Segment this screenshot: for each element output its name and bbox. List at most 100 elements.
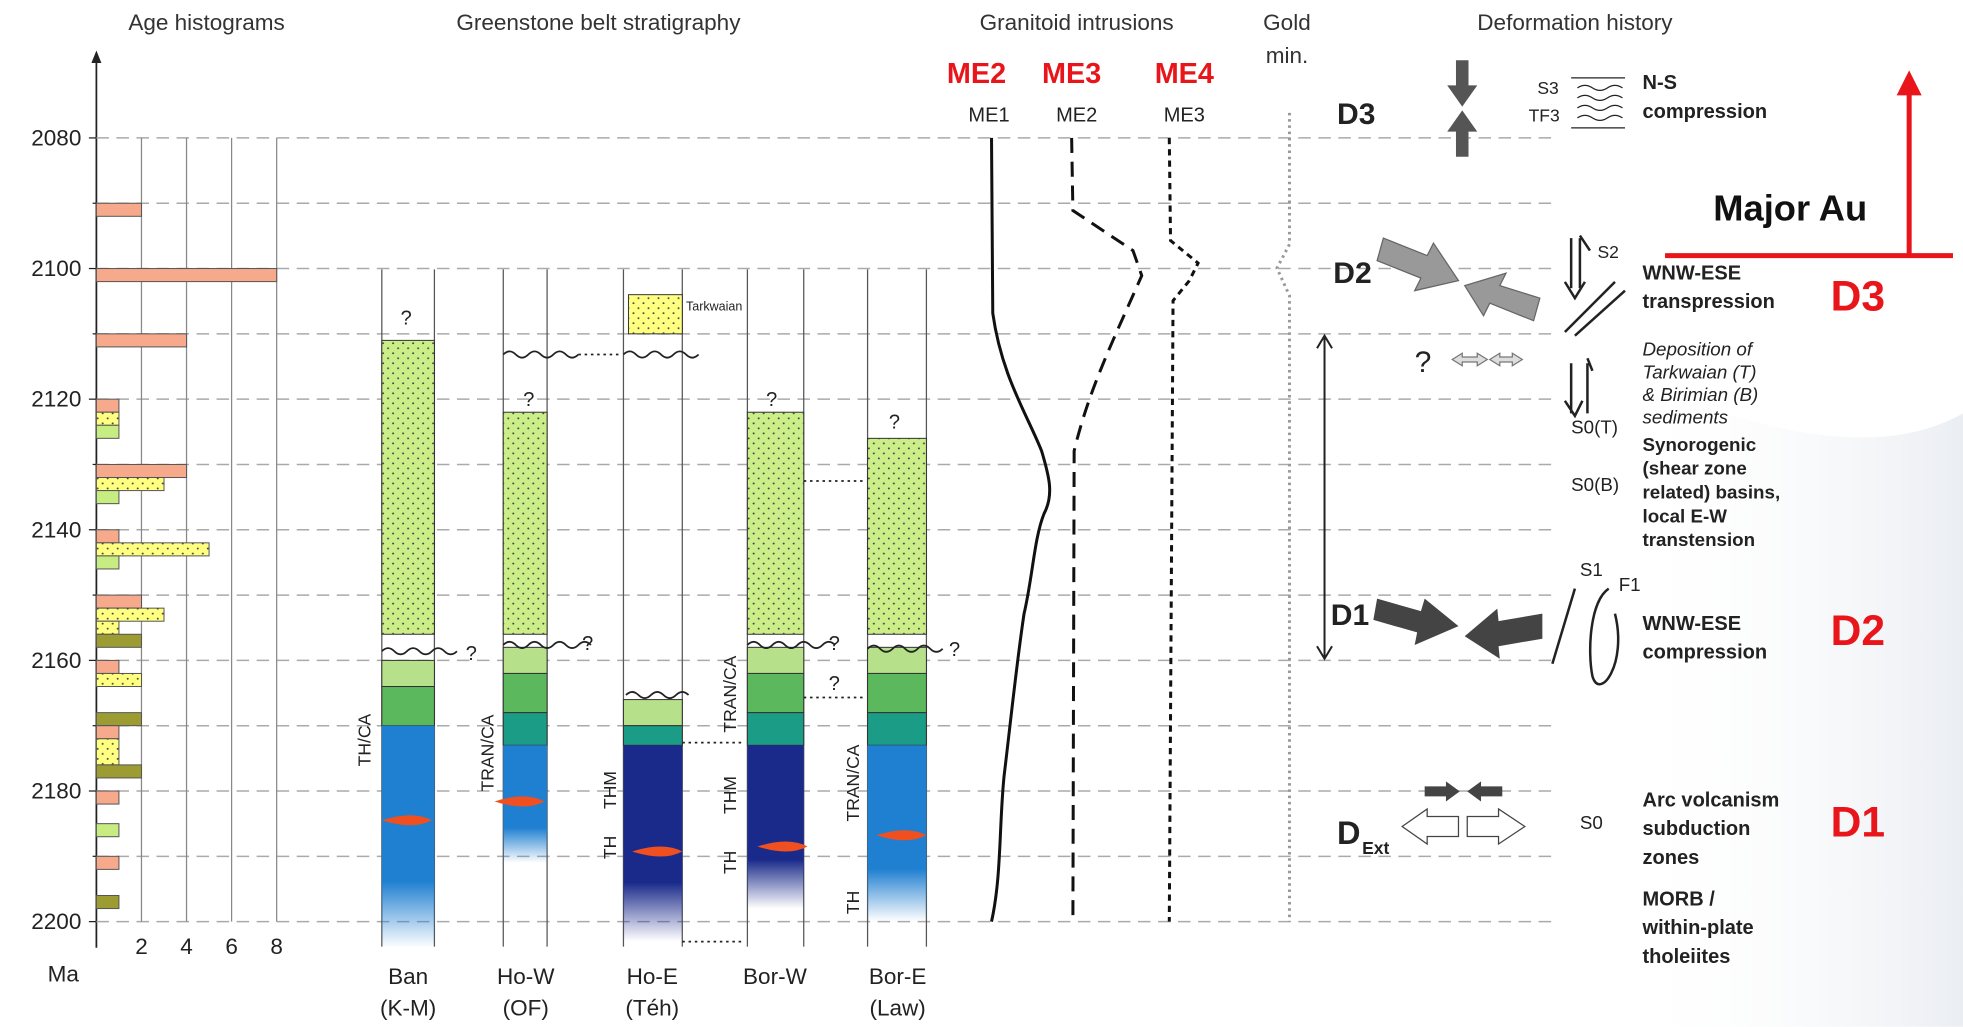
layer-pattern <box>382 340 435 634</box>
layer-pattern <box>628 295 682 334</box>
axis-label: Ma <box>48 962 80 987</box>
note: Tarkwaian <box>686 300 742 314</box>
note: ? <box>1415 346 1432 379</box>
layer-pattern <box>747 412 803 634</box>
revised-phase: D3 <box>1831 273 1885 321</box>
layer <box>868 673 927 712</box>
description: WNW-ESE <box>1643 613 1742 635</box>
layer <box>503 647 547 673</box>
description: transtension <box>1643 529 1756 550</box>
description: tholeiites <box>1643 946 1731 968</box>
y-tick-label: 2120 <box>31 387 81 412</box>
fabric: S0(B) <box>1571 474 1619 495</box>
histogram-bar <box>96 203 141 216</box>
note: THM <box>600 771 620 809</box>
note: ? <box>401 307 412 329</box>
histogram-bar <box>96 896 119 909</box>
header: Granitoid intrusions <box>980 10 1174 35</box>
bar-pattern <box>96 543 209 556</box>
column-name: (Téh) <box>625 996 679 1021</box>
column-name: Bor-E <box>869 964 927 989</box>
note: TH <box>843 891 863 914</box>
y-tick-label: 2180 <box>31 779 81 804</box>
gold-curve <box>1277 113 1290 922</box>
histogram-bar <box>96 491 119 504</box>
column-name: (Law) <box>869 996 925 1021</box>
histogram-bar <box>96 425 119 438</box>
bar-pattern <box>96 478 164 491</box>
note: TH <box>720 851 740 874</box>
fabric: S0(T) <box>1571 416 1618 437</box>
bar-pattern <box>96 412 119 425</box>
column-name: Ho-E <box>627 964 678 989</box>
x-tick-label: 6 <box>225 934 238 959</box>
old-label: ME3 <box>1164 105 1205 127</box>
axis-arrow <box>91 51 101 64</box>
layer <box>747 745 803 908</box>
note: THM <box>720 776 740 814</box>
note: ? <box>766 389 777 411</box>
description: MORB / <box>1643 888 1716 910</box>
description: local E-W <box>1643 505 1728 526</box>
phase-subscript: Ext <box>1362 838 1389 858</box>
bar-pattern <box>96 673 141 686</box>
intrusion-label: ME4 <box>1155 58 1214 90</box>
histogram-bar <box>96 713 141 726</box>
layer-pattern <box>503 412 547 634</box>
description: WNW-ESE <box>1643 262 1742 284</box>
histogram-bar <box>96 791 119 804</box>
y-tick-label: 2200 <box>31 909 81 934</box>
header: Age histograms <box>128 10 284 35</box>
histogram-bar <box>96 660 119 673</box>
y-tick-label: 2140 <box>31 517 81 542</box>
header: Gold <box>1263 10 1311 35</box>
phase: D1 <box>1331 599 1369 632</box>
histogram-bar <box>96 556 119 569</box>
column-name: Ban <box>388 964 428 989</box>
description: Synorogenic <box>1643 434 1757 455</box>
histogram-bar <box>96 634 141 647</box>
description: transpression <box>1643 291 1775 313</box>
description: Deposition of <box>1643 339 1754 360</box>
y-tick-label: 2100 <box>31 256 81 281</box>
column-name: Ho-W <box>497 964 555 989</box>
layer <box>382 726 435 948</box>
phase: D3 <box>1337 98 1375 131</box>
layer <box>503 673 547 712</box>
histogram-bar <box>96 399 119 412</box>
note: ? <box>466 643 477 665</box>
note: TRAN/CA <box>477 714 497 791</box>
histogram-bar <box>96 726 119 739</box>
layer <box>623 745 682 941</box>
column-name: (OF) <box>503 996 549 1021</box>
phase: D <box>1337 815 1361 851</box>
revised-phase: D2 <box>1831 607 1885 655</box>
y-tick-label: 2160 <box>31 648 81 673</box>
layer <box>747 713 803 746</box>
bar-pattern <box>96 739 119 765</box>
note: TH <box>600 836 620 859</box>
note: ? <box>949 639 960 661</box>
note: ? <box>829 673 840 695</box>
note: ? <box>889 411 900 433</box>
fabric: S1 <box>1580 559 1603 580</box>
description: & Birimian (B) <box>1643 384 1759 405</box>
layer <box>868 647 927 673</box>
x-tick-label: 2 <box>135 934 148 959</box>
header: min. <box>1266 43 1309 68</box>
annotation: Major Au <box>1713 188 1867 229</box>
description: (shear zone <box>1643 458 1747 479</box>
fabric: S3 <box>1537 78 1558 98</box>
layer <box>747 647 803 673</box>
description: sediments <box>1643 406 1729 427</box>
layer <box>623 700 682 726</box>
histogram-bar <box>96 595 141 608</box>
description: within-plate <box>1642 917 1754 939</box>
description: N-S <box>1643 72 1677 94</box>
description: compression <box>1643 642 1768 664</box>
old-label: ME1 <box>968 105 1009 127</box>
header: Deformation history <box>1477 10 1673 35</box>
intrusion-labels: ME2 ME3 ME4 ME1 ME2 ME3 <box>947 58 1214 127</box>
description: subduction <box>1643 818 1751 840</box>
intrusion-label: ME3 <box>1042 58 1101 90</box>
